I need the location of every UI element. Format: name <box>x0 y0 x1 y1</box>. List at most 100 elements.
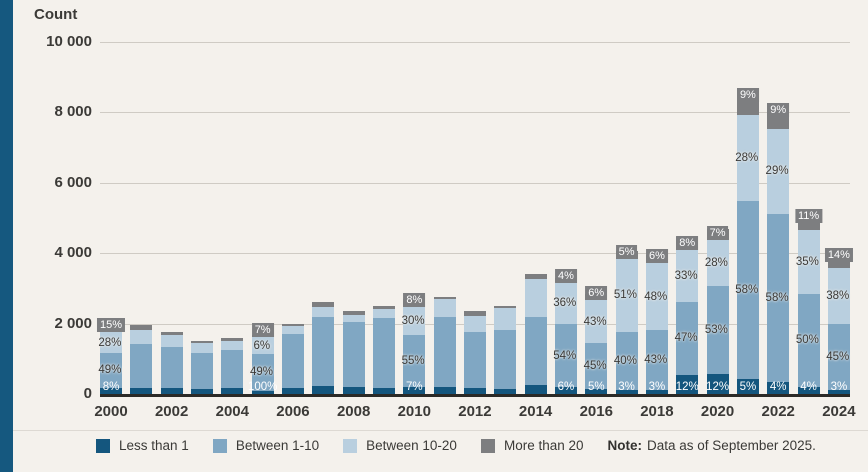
pct-label-more-than-20: 11% <box>794 209 823 224</box>
pct-label-more-than-20: 8% <box>403 292 426 307</box>
legend-swatch-between-10-20 <box>343 438 358 453</box>
bar-2013 <box>494 306 517 394</box>
pct-label-between-1-10: 54% <box>553 349 577 362</box>
pct-label-between-1-10: 43% <box>644 353 668 366</box>
pct-label-less-than-1: 100% <box>247 381 278 393</box>
bar-slot-2014: 2014 <box>519 42 552 420</box>
segment-less-than-1 <box>190 388 213 394</box>
legend: Less than 1 Between 1-10 Between 10-20 M… <box>96 438 816 453</box>
bar-2018: 6% 48% 43% 3% <box>644 249 668 394</box>
segment-between-1-10 <box>463 331 486 389</box>
pct-label-more-than-20: 14% <box>824 247 853 262</box>
pct-label-between-10-20: 29% <box>765 165 789 178</box>
bar-slot-2012: 2012 <box>458 42 492 420</box>
pct-label-between-10-20: 30% <box>401 314 425 327</box>
pct-label-less-than-1: 5% <box>587 381 605 393</box>
bar-2023: 11% 35% 50% 4% <box>794 209 823 394</box>
legend-label: Between 1-10 <box>235 438 320 453</box>
segment-less-than-1 <box>251 391 274 394</box>
bar-slot-2006: 2006 <box>276 42 310 420</box>
segment-less-than-1 <box>372 387 395 394</box>
bar-2004 <box>221 337 244 394</box>
segment-between-1-10 <box>827 323 850 390</box>
segment-more-than-20 <box>281 323 304 326</box>
segment-between-10-20 <box>403 306 426 336</box>
legend-separator <box>13 430 868 431</box>
legend-item-between-1-10: Between 1-10 <box>212 438 320 453</box>
y-tick-label-0: 0 <box>83 385 92 402</box>
x-tick-label-2006: 2006 <box>276 403 310 420</box>
plot-area: 2000 15% 28% 49% 8% 2002 2004 7% 6% 49% 100% 2006 20… <box>46 33 856 420</box>
gridline-6000 <box>100 182 850 184</box>
pct-label-between-10-20: 35% <box>795 255 819 268</box>
pct-label-less-than-1: 6% <box>557 381 575 393</box>
segment-more-than-20 <box>494 306 517 309</box>
bar-slot-2020: 2020 7% 28% 53% 12% <box>701 42 734 420</box>
bar-slot-2001 <box>130 42 153 394</box>
x-tick-label-2018: 2018 <box>640 403 674 420</box>
segment-less-than-1 <box>403 387 426 394</box>
segment-between-10-20 <box>585 299 608 344</box>
segment-between-1-10 <box>554 324 577 388</box>
bar-2008 <box>342 311 365 394</box>
segment-less-than-1 <box>342 386 365 394</box>
bar-2012 <box>463 311 486 394</box>
pct-label-between-1-10: 49% <box>98 364 122 377</box>
x-tick-label-2002: 2002 <box>154 403 189 420</box>
pct-label-more-than-20: 8% <box>676 235 699 250</box>
bar-2020: 7% 28% 53% 12% <box>704 226 729 394</box>
segment-between-1-10 <box>676 301 699 376</box>
segment-more-than-20 <box>130 325 153 331</box>
segment-less-than-1 <box>281 388 304 394</box>
pct-label-less-than-1: 3% <box>618 381 635 393</box>
pct-label-less-than-1: 8% <box>102 381 120 393</box>
segment-between-1-10 <box>190 353 213 389</box>
pct-label-more-than-20: 6% <box>585 285 608 300</box>
legend-label: More than 20 <box>503 438 584 453</box>
segment-more-than-20 <box>372 306 395 310</box>
segment-between-1-10 <box>130 343 153 388</box>
segment-less-than-1 <box>524 385 547 394</box>
bars-container: 2000 15% 28% 49% 8% 2002 2004 7% 6% 49% 100% 2006 20… <box>94 42 856 420</box>
segment-between-1-10 <box>524 316 547 385</box>
segment-between-1-10 <box>100 352 122 389</box>
legend-swatch-between-1-10 <box>212 438 227 453</box>
bar-slot-2017: 5% 51% 40% 3% <box>614 42 638 394</box>
legend-item-less-than-1: Less than 1 <box>96 438 189 453</box>
pct-label-between-1-10: 45% <box>583 360 607 373</box>
pct-label-between-10-20: 28% <box>98 336 122 349</box>
segment-between-1-10 <box>403 335 426 388</box>
note-text: Data as of September 2025. <box>647 438 816 453</box>
bar-slot-2021: 9% 28% 58% 5% <box>735 42 759 394</box>
legend-item-between-10-20: Between 10-20 <box>343 438 457 453</box>
y-tick-label-8000: 8 000 <box>54 103 92 121</box>
bar-slot-2018: 2018 6% 48% 43% 3% <box>640 42 674 420</box>
pct-label-more-than-20: 7% <box>251 323 274 338</box>
pct-label-between-1-10: 47% <box>674 332 698 345</box>
segment-more-than-20 <box>312 302 335 308</box>
pct-label-less-than-1: 4% <box>800 381 817 393</box>
pct-label-less-than-1: 3% <box>830 381 848 393</box>
bar-slot-2005: 7% 6% 49% 100% <box>248 42 277 394</box>
bar-2017: 5% 51% 40% 3% <box>614 244 638 394</box>
legend-label: Between 10-20 <box>366 438 457 453</box>
y-tick-label-10000: 10 000 <box>46 33 92 50</box>
segment-between-1-10 <box>312 317 335 386</box>
segment-between-10-20 <box>160 335 183 348</box>
segment-between-1-10 <box>342 322 365 387</box>
segment-less-than-1 <box>615 389 638 394</box>
pct-label-between-10-20: 36% <box>553 297 577 310</box>
pct-label-between-1-10: 58% <box>735 283 759 296</box>
x-tick-label-2004: 2004 <box>215 403 249 420</box>
segment-between-10-20 <box>524 278 547 317</box>
pct-label-less-than-1: 12% <box>675 381 699 393</box>
pct-label-between-10-20: 28% <box>704 257 728 270</box>
pct-label-less-than-1: 4% <box>769 381 787 393</box>
pct-label-between-1-10: 50% <box>795 334 819 347</box>
gridline-8000 <box>100 112 850 114</box>
segment-between-1-10 <box>372 318 395 388</box>
segment-more-than-20 <box>342 311 365 315</box>
segment-between-1-10 <box>706 286 729 375</box>
segment-between-10-20 <box>190 342 213 354</box>
